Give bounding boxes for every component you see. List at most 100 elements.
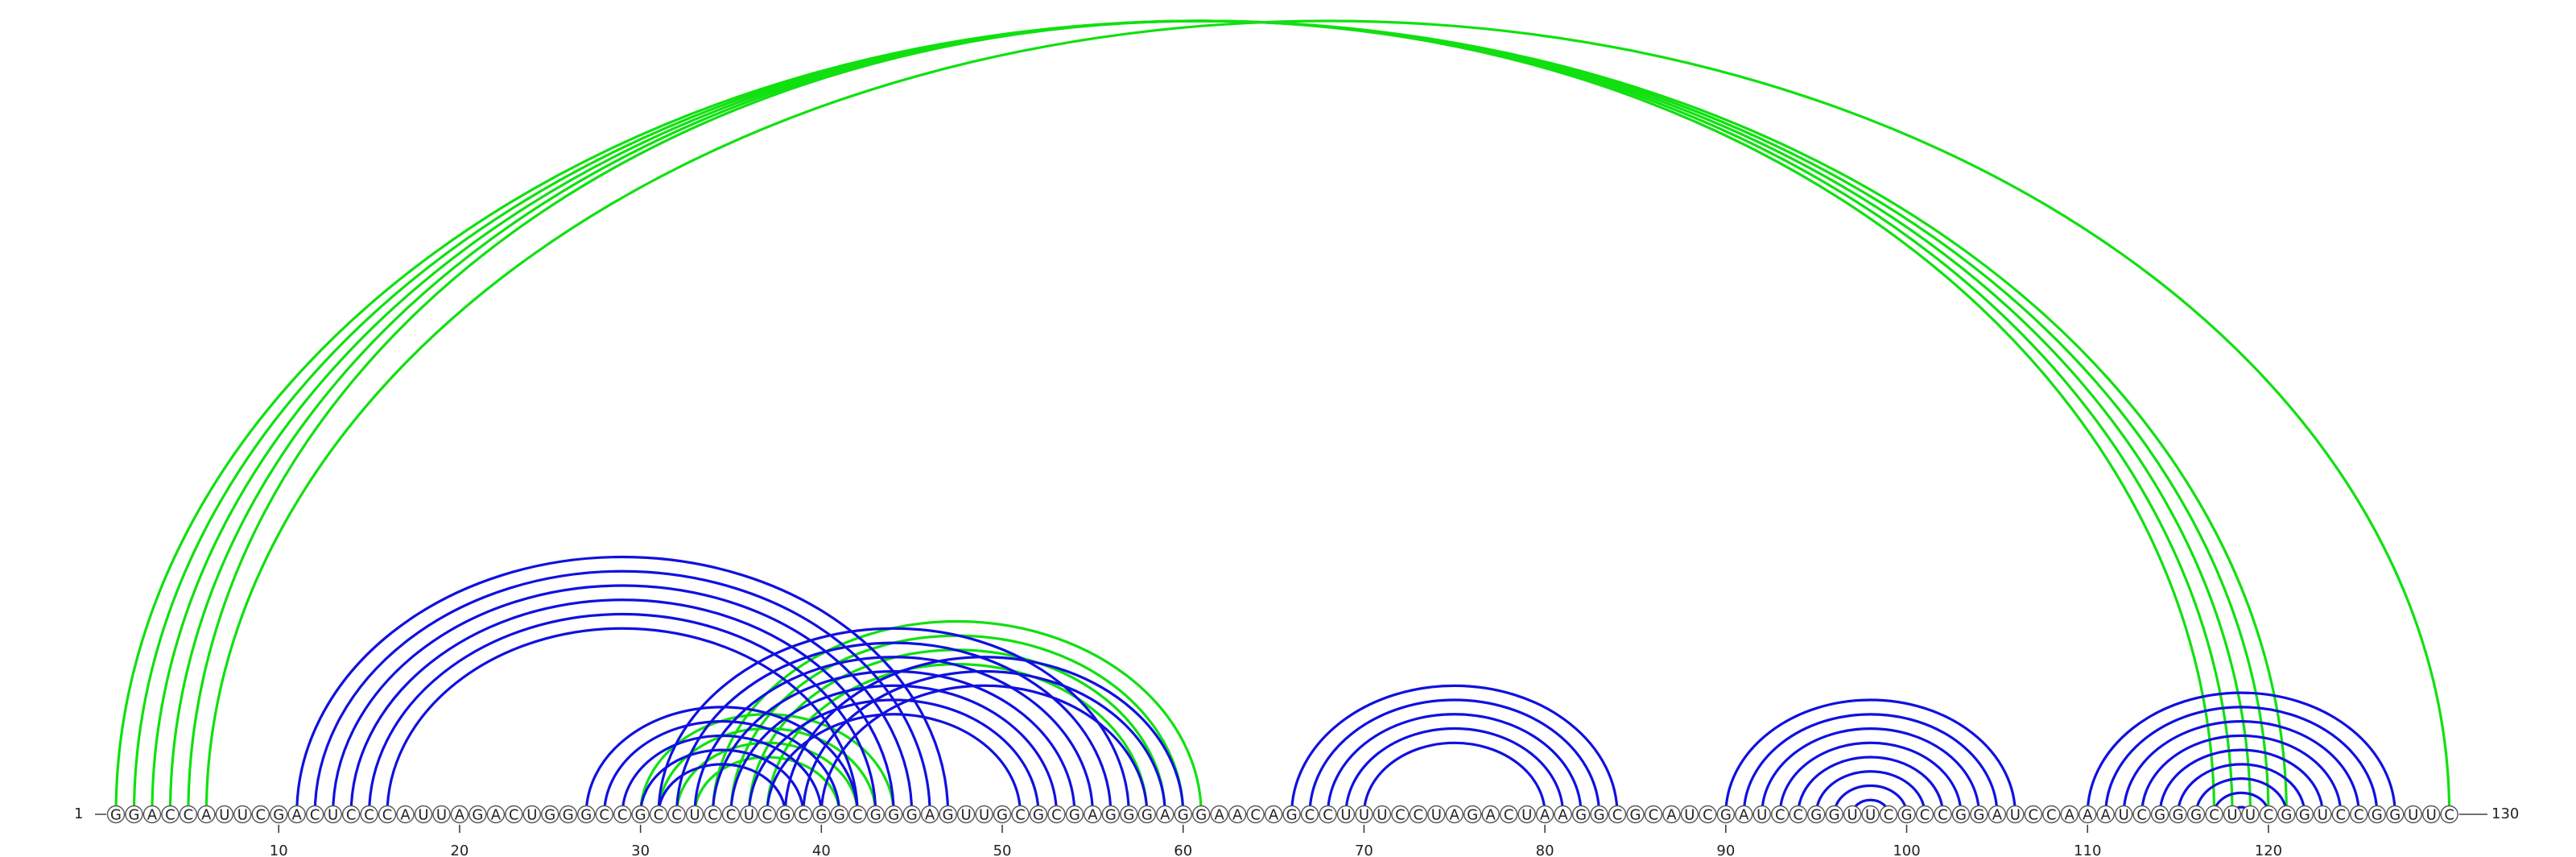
ticks-layer: 10 20 30 40 50 60 70 80 90 100 110 120 [270, 825, 2282, 857]
nucleotide-circle [1608, 805, 1627, 824]
nucleotide-19: U [432, 805, 451, 824]
nucleotide-letter: G [1178, 807, 1189, 824]
tick-label-120: 120 [2255, 843, 2282, 857]
nucleotide-circle [2259, 805, 2278, 824]
nucleotide-letter: U [219, 807, 229, 824]
nucleotide-circle [2169, 805, 2187, 824]
nucleotide-letter: A [1666, 807, 1677, 824]
tick-label-100: 100 [1893, 843, 1920, 857]
nucleotide-letter: C [2336, 807, 2347, 824]
nucleotide-111: A [2096, 805, 2115, 824]
nucleotide-letter: C [726, 807, 737, 824]
nucleotide-letter: A [1232, 807, 1243, 824]
nucleotide-circle [1065, 805, 1084, 824]
nucleotide-letter: A [2065, 807, 2075, 824]
nucleotide-letter: G [1973, 807, 1984, 824]
nucleotide-circle [1319, 805, 1337, 824]
nucleotide-letter: G [580, 807, 592, 824]
nucleotide-letter: U [418, 807, 428, 824]
blue-arc-113-124 [2140, 734, 2343, 815]
blue-arc-31-57 [657, 627, 1130, 815]
nucleotide-32: C [667, 805, 686, 824]
nucleotide-23: C [505, 805, 523, 824]
nucleotide-letter: G [1141, 807, 1153, 824]
nucleotide-76: G [1463, 805, 1482, 824]
nucleotide-letter: U [689, 807, 700, 824]
nucleotide-91: A [1735, 805, 1753, 824]
nucleotide-letter: U [237, 807, 248, 824]
nucleotide-30: G [631, 805, 650, 824]
nucleotide-letter: C [1504, 807, 1514, 824]
nucleotide-letter: C [1775, 807, 1785, 824]
nucleotide-letter: U [1431, 807, 1442, 824]
nucleotide-circle [1481, 805, 1500, 824]
nucleotide-letter: C [346, 807, 357, 824]
tick-label-90: 90 [1716, 843, 1735, 857]
nucleotide-15: C [360, 805, 378, 824]
nucleotide-43: G [866, 805, 885, 824]
nucleotide-125: C [2350, 805, 2368, 824]
nucleotide-58: G [1137, 805, 1156, 824]
nucleotide-circle [2277, 805, 2296, 824]
blue-arc-110-127 [2086, 691, 2396, 815]
nucleotide-84: C [1608, 805, 1627, 824]
nucleotide-circle [1571, 805, 1591, 824]
nucleotide-circle [577, 805, 596, 824]
nucleotide-letter: C [1612, 807, 1623, 824]
nucleotide-10: G [270, 805, 288, 824]
nucleotide-letter: C [599, 807, 609, 824]
blue-arc-70-80 [1362, 741, 1546, 815]
nucleotide-102: C [1934, 805, 1952, 824]
nucleotide-57: G [1120, 805, 1138, 824]
nucleotide-circle [2060, 805, 2079, 824]
nucleotide-14: C [341, 805, 361, 824]
nucleotide-72: C [1391, 805, 1410, 824]
nucleotide-letter: C [1938, 807, 1948, 824]
nucleotide-110: A [2079, 805, 2097, 824]
tick-label-70: 70 [1355, 843, 1373, 857]
nucleotide-24: U [522, 805, 542, 824]
nucleotide-127: G [2386, 805, 2405, 824]
blue-arc-36-52 [747, 698, 1040, 815]
blue-arc-115-122 [2176, 763, 2306, 815]
nucleotide-letter: A [292, 807, 303, 824]
nucleotide-letter: C [255, 807, 266, 824]
nucleotide-circle [1752, 805, 1771, 824]
nucleotide-circle [649, 805, 668, 824]
nucleotide-41: G [830, 805, 849, 824]
green-arc-4-118 [168, 19, 2234, 815]
nucleotide-circle [1590, 805, 1608, 824]
nucleotide-circle [505, 805, 523, 824]
nucleotide-circle [920, 805, 939, 824]
nucleotide-7: U [215, 805, 234, 824]
nucleotide-letter: G [1286, 807, 1298, 824]
nucleotide-letter: U [744, 807, 754, 824]
nucleotide-circle [1137, 805, 1156, 824]
nucleotide-letter: G [1901, 807, 1913, 824]
nucleotide-112: U [2114, 805, 2133, 824]
nucleotide-circle [1517, 805, 1536, 824]
nucleotide-circle [613, 805, 632, 824]
nucleotide-circle [1825, 805, 1843, 824]
blue-arc-90-106 [1724, 698, 2017, 815]
nucleotide-circle [1120, 805, 1138, 824]
nucleotide-letter: G [906, 807, 918, 824]
nucleotide-circle [1210, 805, 1228, 824]
nucleotide-letter: C [2209, 807, 2219, 824]
blue-arc-117-120 [2212, 791, 2270, 815]
nucleotide-16: C [378, 805, 397, 824]
nucleotide-circle [2024, 805, 2043, 824]
nucleotide-circle [2006, 805, 2025, 824]
nucleotide-48: U [956, 805, 976, 824]
nucleotide-circle [106, 805, 126, 824]
nucleotide-circle [2295, 805, 2314, 824]
nucleotide-89: C [1699, 805, 1717, 824]
nucleotide-letter: U [2245, 807, 2256, 824]
nucleotide-circle [1445, 805, 1463, 824]
nucleotide-124: C [2331, 805, 2351, 824]
nucleotide-letter: U [526, 807, 537, 824]
nucleotide-letter: C [1051, 807, 1062, 824]
nucleotide-circle [414, 805, 433, 824]
nucleotide-circle [2186, 805, 2206, 824]
nucleotide-42: C [848, 805, 867, 824]
